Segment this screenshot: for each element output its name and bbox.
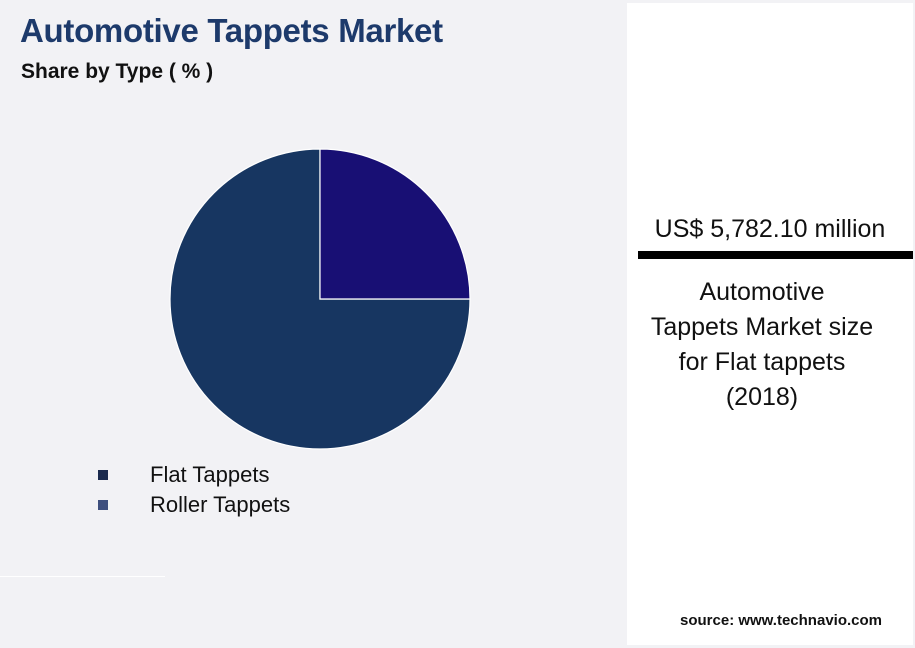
stat-panel: US$ 5,782.10 million Automotive Tappets …: [627, 3, 913, 645]
pie-chart: [169, 148, 471, 450]
legend-label-flat-tappets: Flat Tappets: [150, 462, 270, 487]
chart-subtitle: Share by Type ( % ): [21, 60, 214, 83]
chart-legend: Flat Tappets Roller Tappets: [98, 460, 290, 520]
legend-label-roller-tappets: Roller Tappets: [150, 492, 291, 517]
market-size-value: US$ 5,782.10 million: [654, 215, 886, 243]
pie-slice-flat-tappets: [169, 148, 471, 450]
legend-swatch-roller-tappets: [98, 500, 108, 510]
divider: [0, 576, 165, 577]
stat-divider: [638, 251, 913, 259]
caption-line: Tappets Market size: [650, 313, 874, 341]
market-size-caption: Automotive Tappets Market size for Flat …: [627, 275, 897, 415]
source-credit: source: www.technavio.com: [680, 612, 882, 629]
caption-line: for Flat tappets: [678, 348, 846, 376]
caption-line: (2018): [725, 383, 799, 411]
caption-line: Automotive: [699, 278, 825, 306]
legend-swatch-flat-tappets: [98, 470, 108, 480]
chart-title: Automotive Tappets Market: [20, 12, 443, 49]
legend-item-roller-tappets: Roller Tappets: [98, 490, 290, 520]
legend-item-flat-tappets: Flat Tappets: [98, 460, 290, 490]
pie-slice-roller-tappets: [319, 148, 471, 300]
